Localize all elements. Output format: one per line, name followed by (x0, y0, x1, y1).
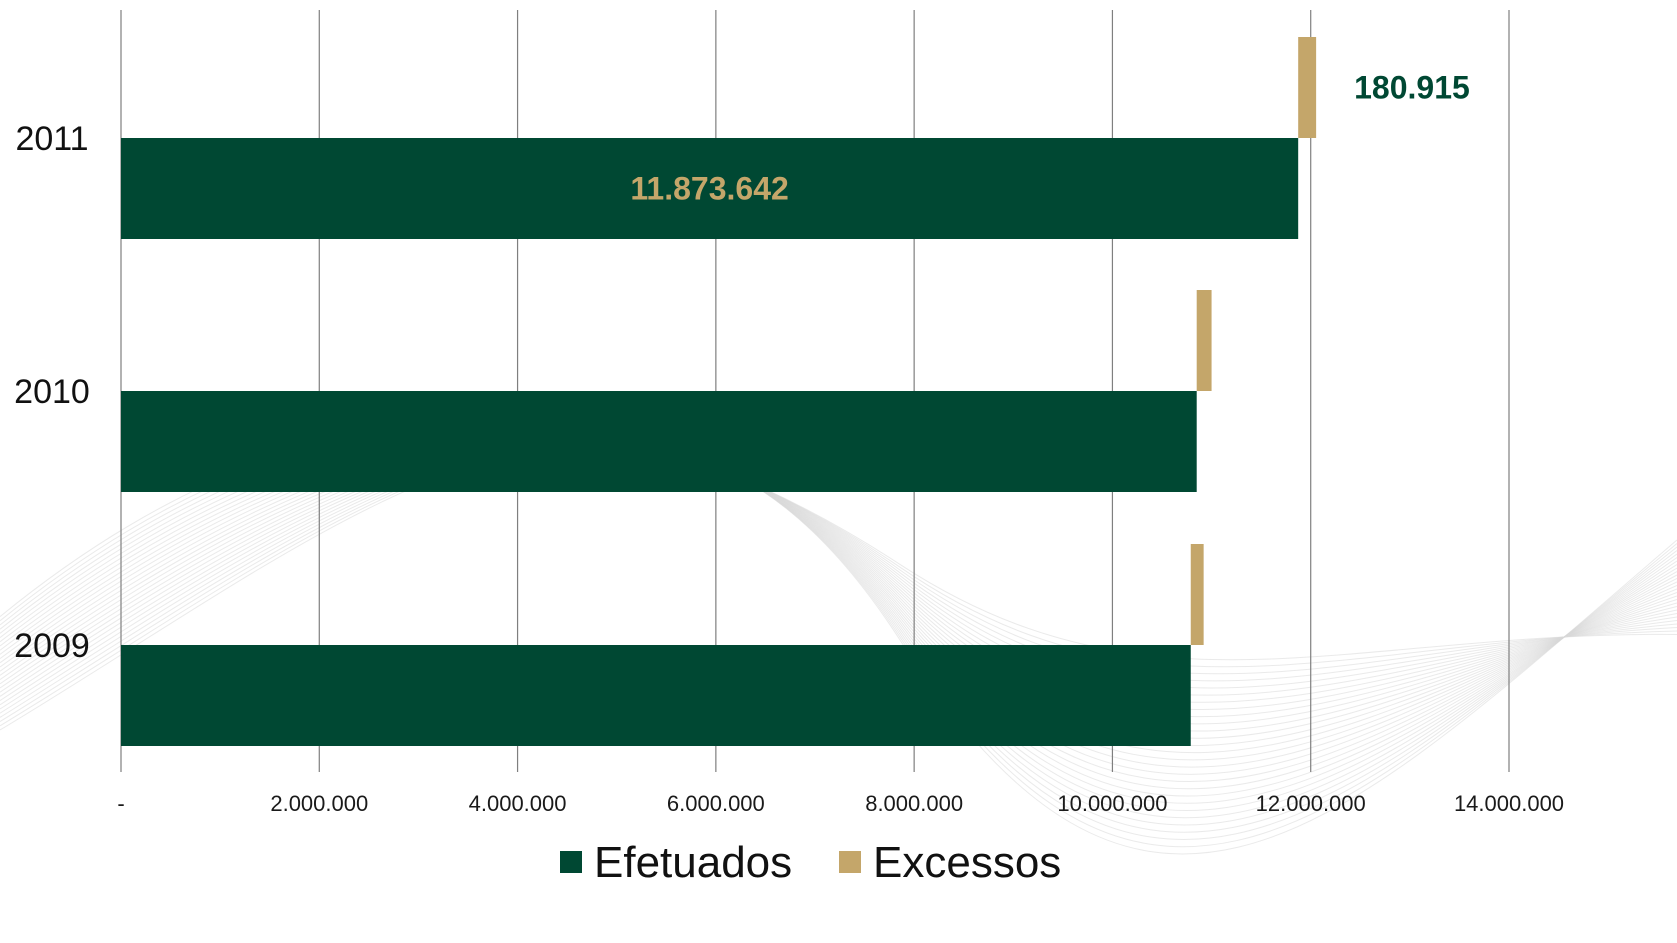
axis-labels: - 2.000.000 4.000.000 6.000.000 8.000.000 10.… (14, 120, 1564, 816)
bar-excessos-2011 (1298, 37, 1317, 138)
background-wave-line (0, 436, 1677, 768)
background-wave-line (0, 436, 1677, 775)
background-wave-line (0, 441, 1677, 848)
legend: Efetuados Excessos (560, 838, 1061, 887)
x-tick-label: 2.000.000 (270, 791, 368, 816)
y-category-label: 2011 (15, 120, 88, 158)
background-wave-line (0, 435, 1677, 761)
data-label: 180.915 (1354, 70, 1470, 106)
bars (121, 37, 1317, 746)
bar-efetuados-2010 (121, 391, 1197, 492)
x-tick-label: 10.000.000 (1057, 791, 1167, 816)
legend-label-efetuados: Efetuados (594, 838, 792, 887)
background-wave-line (0, 438, 1677, 797)
background-wave-line (0, 440, 1677, 840)
data-labels: 11.873.642 180.915 (630, 70, 1469, 207)
bar-excessos-2010 (1196, 290, 1212, 391)
x-tick-label: 4.000.000 (469, 791, 567, 816)
background-wave-line (0, 437, 1677, 790)
background-wave-line (0, 439, 1677, 819)
bar-excessos-2009 (1190, 544, 1204, 645)
x-tick-label: 6.000.000 (667, 791, 765, 816)
background-wave-line (0, 440, 1677, 833)
background-wave-line (0, 440, 1677, 826)
x-tick-label: - (117, 791, 124, 816)
background-wave-line (0, 438, 1677, 804)
data-label: 11.873.642 (630, 171, 788, 207)
legend-swatch-excessos (839, 851, 861, 873)
x-tick-label: 14.000.000 (1454, 791, 1564, 816)
background-wave-line (0, 441, 1677, 855)
bar-efetuados-2011 (121, 138, 1299, 239)
x-tick-label: 12.000.000 (1256, 791, 1366, 816)
legend-swatch-efetuados (560, 851, 582, 873)
y-category-label: 2009 (14, 627, 90, 665)
background-wave-line (0, 439, 1677, 811)
x-tick-label: 8.000.000 (865, 791, 963, 816)
bar-efetuados-2009 (121, 645, 1191, 746)
legend-label-excessos: Excessos (873, 838, 1061, 887)
y-category-label: 2010 (14, 373, 90, 411)
